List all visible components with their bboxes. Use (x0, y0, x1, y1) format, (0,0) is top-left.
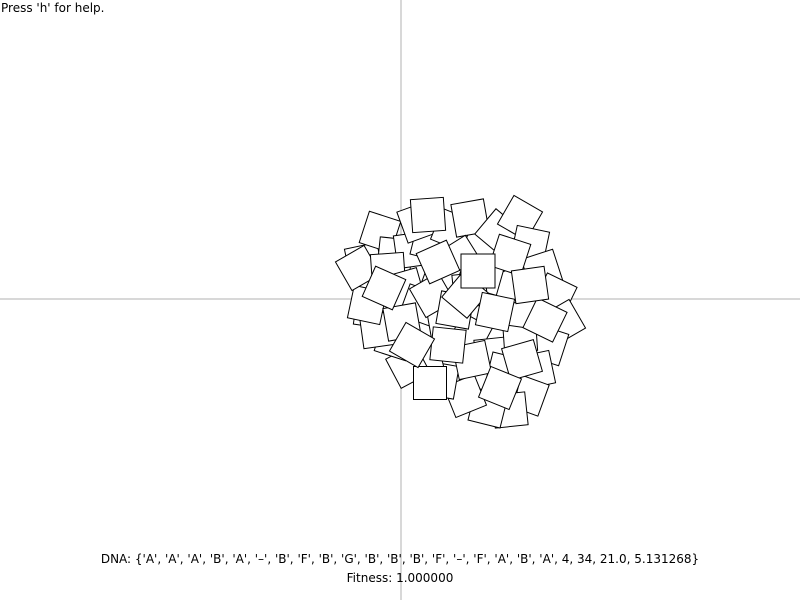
square-shape (488, 233, 532, 277)
square-shape (429, 326, 467, 364)
square-shape (477, 365, 523, 411)
help-hint-text: Press 'h' for help. (1, 1, 105, 15)
square-shape (510, 265, 550, 305)
square-shape (388, 321, 436, 369)
square-shape (409, 196, 447, 234)
square-shape (500, 338, 544, 382)
square-shape (413, 366, 447, 400)
square-shape (460, 253, 496, 289)
square-cluster (334, 194, 587, 429)
square-shape (361, 265, 407, 311)
fitness-readout: Fitness: 1.000000 (346, 571, 454, 585)
dna-readout: DNA: {'A', 'A', 'A', 'B', 'A', '–', 'B',… (100, 552, 700, 566)
square-shape (415, 239, 461, 285)
square-shape (522, 297, 568, 343)
square-shape (474, 291, 516, 333)
